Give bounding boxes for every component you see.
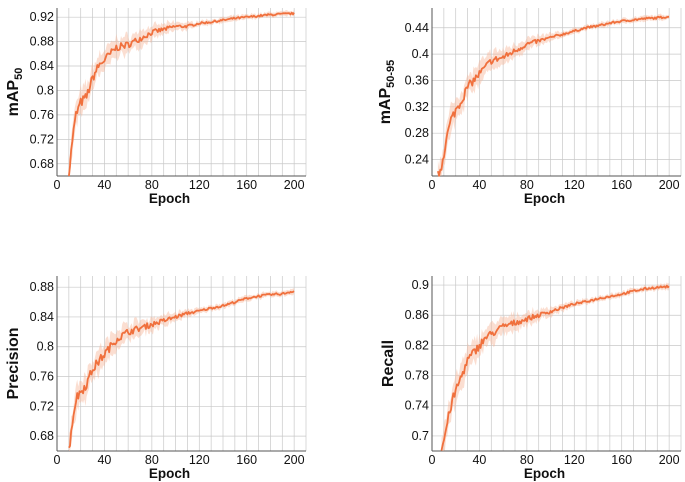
- x-tick-label: 0: [54, 453, 61, 467]
- series-line: [440, 284, 670, 451]
- y-axis-label: mAP50-95: [377, 60, 397, 125]
- series-line: [68, 290, 295, 449]
- x-tick-label: 40: [472, 178, 486, 192]
- x-tick-label: 0: [54, 178, 61, 192]
- y-tick-label: 0.82: [405, 338, 429, 352]
- y-tick-label: 0.9: [412, 278, 429, 292]
- y-tick-label: 0.32: [405, 100, 429, 114]
- x-tick-label: 200: [284, 178, 305, 192]
- y-tick-label: 0.68: [30, 157, 54, 171]
- series-variance-band: [68, 9, 295, 177]
- x-tick-label: 80: [145, 453, 159, 467]
- y-tick-label: 0.76: [30, 370, 54, 384]
- y-tick-label: 0.88: [30, 35, 54, 49]
- x-tick-label: 160: [611, 453, 632, 467]
- y-tick-label: 0.4: [412, 47, 429, 61]
- y-tick-label: 0.28: [405, 126, 429, 140]
- y-tick-label: 0.84: [30, 310, 54, 324]
- x-tick-label: 0: [429, 453, 436, 467]
- chart-panel-3: 0.68 0.72 0.76 0.8 0.84 0.88 0 40 80 120 160 200 Epo…: [5, 276, 307, 481]
- y-tick-label: 0.8: [37, 340, 54, 354]
- series-variance-band: [441, 282, 670, 451]
- x-tick-label: 120: [564, 178, 585, 192]
- x-tick-label: 200: [659, 178, 680, 192]
- y-tick-label: 0.44: [405, 21, 429, 35]
- y-tick-label: 0.8: [37, 83, 54, 97]
- y-tick-label: 0.74: [405, 399, 429, 413]
- x-axis-label: Epoch: [149, 466, 190, 481]
- y-tick-label: 0.84: [30, 59, 54, 73]
- chart-panel-2: 0.24 0.28 0.32 0.36 0.4 0.44 0 40 80 120 160 200 Epo…: [377, 8, 682, 206]
- x-axis-label: Epoch: [524, 466, 565, 481]
- x-tick-label: 40: [97, 178, 111, 192]
- x-tick-label: 0: [429, 178, 436, 192]
- x-tick-label: 80: [145, 178, 159, 192]
- y-tick-label: 0.76: [30, 108, 54, 122]
- x-axis-label: Epoch: [149, 191, 190, 206]
- x-tick-label: 120: [189, 178, 210, 192]
- y-tick-label: 0.7: [412, 429, 429, 443]
- y-tick-label: 0.92: [30, 10, 54, 24]
- x-tick-label: 160: [236, 453, 257, 467]
- x-tick-label: 160: [611, 178, 632, 192]
- chart-panel-4: 0.7 0.74 0.78 0.82 0.86 0.9 0 40 80 120 160 200 Epoc…: [380, 276, 682, 481]
- y-tick-label: 0.72: [30, 399, 54, 413]
- x-tick-label: 200: [284, 453, 305, 467]
- y-tick-label: 0.68: [30, 429, 54, 443]
- y-tick-label: 0.78: [405, 369, 429, 383]
- x-tick-label: 80: [520, 453, 534, 467]
- chart-panel-1: 0.68 0.72 0.76 0.8 0.84 0.88 0.92 0 40 80 120 160 20…: [5, 8, 307, 206]
- x-tick-label: 40: [472, 453, 486, 467]
- x-tick-label: 120: [564, 453, 585, 467]
- y-tick-label: 0.36: [405, 73, 429, 87]
- y-tick-label: 0.88: [30, 280, 54, 294]
- x-tick-label: 200: [659, 453, 680, 467]
- x-tick-label: 120: [189, 453, 210, 467]
- series-variance-band: [68, 288, 295, 451]
- series-line: [437, 15, 670, 177]
- y-axis-label: Precision: [5, 327, 22, 399]
- y-tick-label: 0.72: [30, 132, 54, 146]
- x-axis-label: Epoch: [524, 191, 565, 206]
- x-tick-label: 40: [97, 453, 111, 467]
- series-line: [68, 11, 295, 177]
- y-tick-label: 0.24: [405, 153, 429, 167]
- y-axis-label: Recall: [380, 340, 397, 387]
- y-axis-label: mAP50: [5, 68, 25, 117]
- x-tick-label: 160: [236, 178, 257, 192]
- series-variance-band: [437, 13, 670, 177]
- x-tick-label: 80: [520, 178, 534, 192]
- y-tick-label: 0.86: [405, 308, 429, 322]
